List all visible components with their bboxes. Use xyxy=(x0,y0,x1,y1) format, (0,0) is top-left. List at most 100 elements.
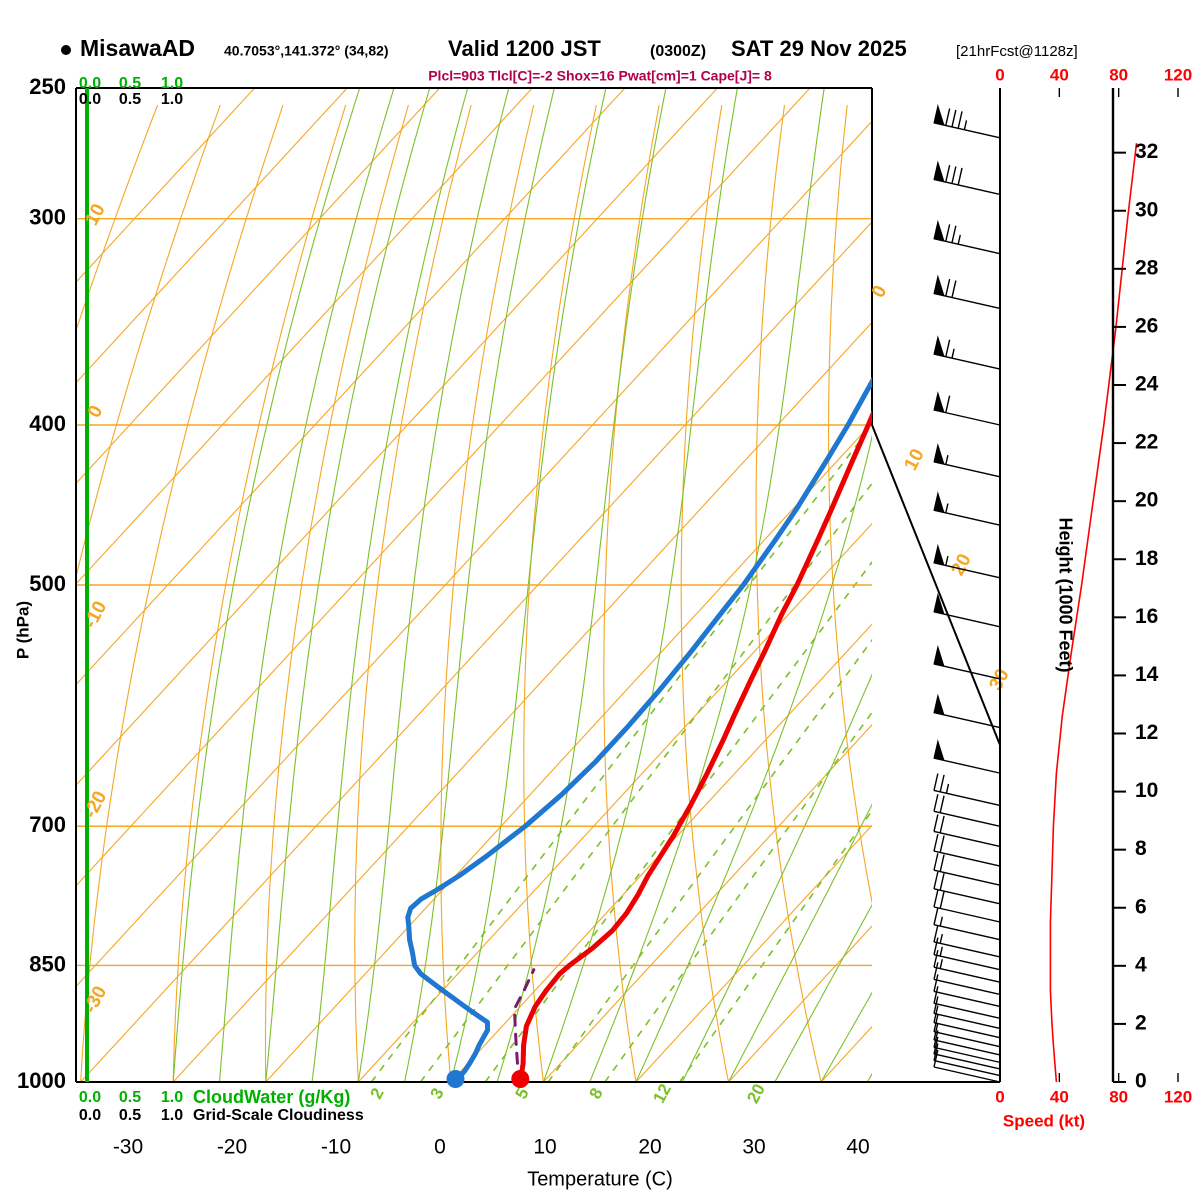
wind-barb xyxy=(933,814,1001,848)
wind-barb xyxy=(933,1005,1001,1039)
temperature-axis-label: Temperature (C) xyxy=(527,1168,673,1190)
height-tick-label: 12 xyxy=(1135,721,1158,744)
temperature-tick-label: -20 xyxy=(217,1136,247,1159)
temperature-tick-label: 20 xyxy=(638,1136,661,1159)
wind-barb xyxy=(933,1022,1001,1056)
wind-barb xyxy=(933,160,1001,196)
mixing-ratio-line xyxy=(679,809,872,1082)
station-dot xyxy=(61,45,71,55)
pressure-tick-label: 500 xyxy=(29,571,66,596)
cloudwater-tick-label: 0.5 xyxy=(119,1089,141,1106)
temperature-tick-label: -30 xyxy=(113,1136,143,1159)
moist-adiabat xyxy=(172,88,361,1082)
wind-barb xyxy=(933,739,1001,774)
height-tick-label: 30 xyxy=(1135,198,1158,221)
wind-barb xyxy=(933,794,1001,827)
wind-barb xyxy=(933,442,1001,478)
pressure-tick-label: 850 xyxy=(29,951,66,976)
temperature-tick-label: 30 xyxy=(742,1136,765,1159)
wind-barb xyxy=(933,335,1001,370)
wind-barb xyxy=(933,853,1001,886)
wind-barb-column xyxy=(933,88,1001,1083)
speed-tick-label: 120 xyxy=(1164,65,1192,84)
plot-right-border-slant xyxy=(871,424,1001,746)
pressure-tick-label: 400 xyxy=(29,411,66,436)
speed-tick-label: 0 xyxy=(995,65,1004,84)
surface-temperature xyxy=(511,1070,530,1088)
moist-adiabat xyxy=(681,673,872,1082)
height-tick-label: 26 xyxy=(1135,314,1158,337)
moist-adiabat xyxy=(589,88,825,1082)
trace-parcel xyxy=(513,968,536,1082)
wind-barb xyxy=(933,543,1001,579)
pressure-tick-label: 1000 xyxy=(17,1068,66,1093)
cloudiness-tick-label: 1.0 xyxy=(161,91,183,108)
mixing-ratio-line xyxy=(419,482,872,1082)
wind-barb xyxy=(933,592,1001,628)
speed-curve xyxy=(1049,143,1138,1083)
wind-barb xyxy=(933,907,1001,941)
height-axis-label: Height (1000 Feet) xyxy=(1055,517,1075,672)
height-tick-label: 6 xyxy=(1135,895,1147,918)
temperature-tick-label: 10 xyxy=(533,1136,556,1159)
temperature-tick-label: 40 xyxy=(846,1136,869,1159)
dry-adiabat xyxy=(440,104,535,1082)
speed-panel xyxy=(999,88,1179,1083)
wind-barb xyxy=(933,937,1001,971)
height-tick-label: 4 xyxy=(1135,953,1147,976)
cloudwater-axis-label: CloudWater (g/Kg) xyxy=(193,1087,350,1107)
height-tick-label: 28 xyxy=(1135,256,1159,279)
cloudwater-tick-label: 1.0 xyxy=(161,75,183,92)
valid-utc: (0300Z) xyxy=(650,43,706,60)
moist-adiabat xyxy=(450,88,607,1082)
cloudiness-tick-label: 0.0 xyxy=(79,91,101,108)
mixing-ratio-line xyxy=(547,638,872,1082)
dry-adiabat xyxy=(755,104,822,1082)
wind-barb xyxy=(933,889,1001,923)
moist-adiabat xyxy=(265,88,431,1082)
cloudwater-tick-label: 0.0 xyxy=(79,75,101,92)
pressure-tick-label: 700 xyxy=(29,812,66,837)
height-tick-label: 10 xyxy=(1135,779,1158,802)
speed-tick-label: 0 xyxy=(995,1087,1004,1106)
isotherm xyxy=(76,88,533,585)
wind-barb xyxy=(933,996,1001,1030)
wind-barb xyxy=(933,1049,1001,1083)
pressure-axis-label: P (hPa) xyxy=(13,601,32,659)
height-tick-label: 22 xyxy=(1135,431,1158,454)
speed-tick-label: 120 xyxy=(1164,1087,1192,1106)
isotherm xyxy=(450,623,872,1082)
pressure-tick-label: 250 xyxy=(29,74,66,99)
wind-barb xyxy=(933,871,1001,905)
cloudwater-tick-label: 0.5 xyxy=(119,75,141,92)
moist-adiabat xyxy=(311,88,469,1082)
moist-adiabat xyxy=(728,803,872,1082)
height-tick-label: 14 xyxy=(1135,663,1159,686)
forecast-tag: [21hrFcst@1128z] xyxy=(956,43,1078,60)
mixing-ratio-line xyxy=(370,424,872,1082)
wind-barb xyxy=(933,833,1001,867)
moist-adiabat xyxy=(357,88,510,1082)
height-tick-label: 24 xyxy=(1135,373,1159,396)
dry-adiabat xyxy=(354,104,472,1082)
wind-barb xyxy=(933,962,1001,996)
wind-barb xyxy=(933,974,1001,1008)
valid-time: Valid 1200 JST xyxy=(448,36,601,61)
wind-barb xyxy=(933,274,1001,310)
wind-barb xyxy=(933,773,1001,807)
pressure-tick-label: 300 xyxy=(29,205,66,230)
cloudwater-tick-label: 1.0 xyxy=(161,1089,183,1106)
isotherm xyxy=(543,724,872,1082)
wind-barb xyxy=(933,1014,1001,1048)
cloudwater-tick-label: 0.0 xyxy=(79,1089,101,1106)
dry-adiabat xyxy=(523,104,597,1082)
wind-barb xyxy=(933,219,1001,255)
height-tick-label: 32 xyxy=(1135,140,1158,163)
valid-date: SAT 29 Nov 2025 xyxy=(731,36,907,61)
moist-adiabat xyxy=(404,88,555,1082)
header: MisawaAD 40.7053°,141.372° (34,82) Valid… xyxy=(61,35,1078,84)
temperature-tick-label: -10 xyxy=(321,1136,351,1159)
wind-barb xyxy=(933,391,1001,426)
wind-barb xyxy=(933,1043,1001,1077)
cloudiness-tick-label: 0.5 xyxy=(119,91,141,108)
